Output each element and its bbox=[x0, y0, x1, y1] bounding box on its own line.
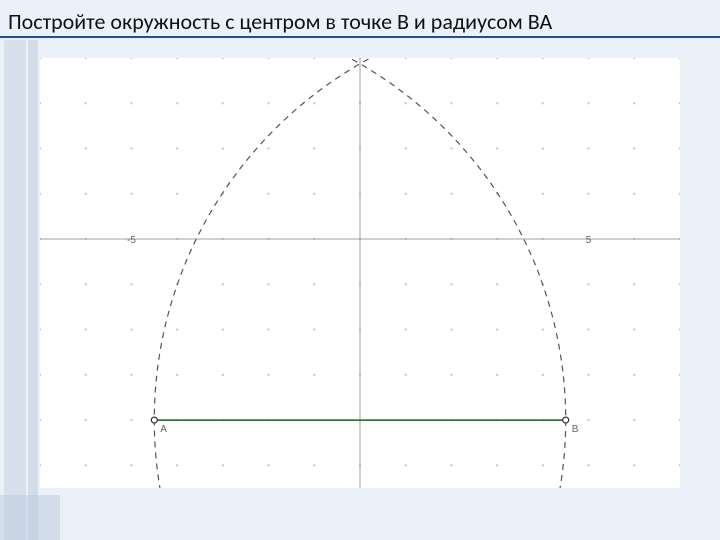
grid-dot bbox=[405, 102, 407, 104]
grid-dot bbox=[542, 102, 544, 104]
grid-dot bbox=[130, 147, 132, 149]
grid-dot bbox=[633, 464, 635, 466]
grid-dot bbox=[496, 328, 498, 330]
grid-dot bbox=[633, 328, 635, 330]
grid-dot bbox=[267, 283, 269, 285]
grid-dot bbox=[633, 147, 635, 149]
grid-dot bbox=[313, 374, 315, 376]
grid-dot bbox=[450, 328, 452, 330]
point-a bbox=[151, 417, 157, 423]
grid-dot bbox=[405, 464, 407, 466]
grid-dot bbox=[130, 102, 132, 104]
grid-dot bbox=[542, 193, 544, 195]
grid-dot bbox=[496, 147, 498, 149]
grid-dot bbox=[85, 328, 87, 330]
grid-dot bbox=[496, 464, 498, 466]
grid-dot bbox=[633, 283, 635, 285]
axis-tick-label: -5 bbox=[127, 235, 136, 246]
grid-dot bbox=[633, 193, 635, 195]
grid-dot bbox=[176, 328, 178, 330]
grid-dot bbox=[222, 147, 224, 149]
grid-dot bbox=[130, 464, 132, 466]
grid-dot bbox=[85, 147, 87, 149]
grid-dot bbox=[542, 147, 544, 149]
grid-dot bbox=[313, 464, 315, 466]
grid-dot bbox=[405, 374, 407, 376]
grid-dot bbox=[176, 193, 178, 195]
grid-dot bbox=[85, 283, 87, 285]
point-b bbox=[563, 417, 569, 423]
slide-title: Постройте окружность с центром в точке В… bbox=[8, 8, 552, 35]
grid-dot bbox=[587, 283, 589, 285]
grid-dot bbox=[450, 102, 452, 104]
grid-dot bbox=[633, 419, 635, 421]
grid-dot bbox=[130, 328, 132, 330]
grid-dot bbox=[85, 193, 87, 195]
grid-dot bbox=[405, 283, 407, 285]
grid-dot bbox=[542, 328, 544, 330]
grid-dot bbox=[450, 193, 452, 195]
grid-dot bbox=[222, 464, 224, 466]
grid-dot bbox=[176, 374, 178, 376]
grid-dot bbox=[587, 193, 589, 195]
grid-dot bbox=[313, 283, 315, 285]
axis-tick-label: 5 bbox=[586, 235, 592, 246]
grid-dot bbox=[267, 147, 269, 149]
grid-dot bbox=[313, 147, 315, 149]
grid-dot bbox=[313, 328, 315, 330]
grid-dot bbox=[176, 464, 178, 466]
grid-dot bbox=[267, 374, 269, 376]
grid-dot bbox=[267, 102, 269, 104]
grid-dot bbox=[267, 193, 269, 195]
point-label-a: A bbox=[160, 424, 167, 435]
grid-dot bbox=[450, 147, 452, 149]
grid-dot bbox=[587, 328, 589, 330]
grid-dot bbox=[222, 283, 224, 285]
grid-dot bbox=[450, 374, 452, 376]
grid-dot bbox=[587, 374, 589, 376]
grid-dot bbox=[130, 374, 132, 376]
grid-dot bbox=[450, 464, 452, 466]
grid-dot bbox=[313, 102, 315, 104]
grid-dot bbox=[405, 147, 407, 149]
grid-dot bbox=[130, 283, 132, 285]
grid-dot bbox=[130, 193, 132, 195]
grid-dot bbox=[587, 147, 589, 149]
grid-dot bbox=[222, 374, 224, 376]
grid-dot bbox=[222, 102, 224, 104]
point-label-b: B bbox=[572, 424, 579, 435]
grid-dot bbox=[267, 328, 269, 330]
grid-dot bbox=[176, 102, 178, 104]
grid-dot bbox=[587, 464, 589, 466]
grid-dot bbox=[587, 102, 589, 104]
grid-dot bbox=[85, 102, 87, 104]
grid-dot bbox=[405, 328, 407, 330]
grid-dot bbox=[496, 102, 498, 104]
grid-dot bbox=[633, 102, 635, 104]
grid-dot bbox=[176, 147, 178, 149]
grid-dot bbox=[85, 374, 87, 376]
grid-dot bbox=[405, 193, 407, 195]
grid-dot bbox=[222, 328, 224, 330]
grid-dot bbox=[542, 374, 544, 376]
grid-dot bbox=[542, 464, 544, 466]
geometry-plot: -5 5 A B bbox=[40, 58, 680, 488]
grid-dot bbox=[267, 464, 269, 466]
grid-dot bbox=[85, 464, 87, 466]
grid-dot bbox=[313, 193, 315, 195]
grid-dot bbox=[496, 374, 498, 376]
grid-dot bbox=[496, 283, 498, 285]
grid-dot bbox=[587, 419, 589, 421]
grid-dot bbox=[130, 419, 132, 421]
grid-dot bbox=[450, 283, 452, 285]
grid-dot bbox=[85, 419, 87, 421]
grid-dot bbox=[633, 374, 635, 376]
